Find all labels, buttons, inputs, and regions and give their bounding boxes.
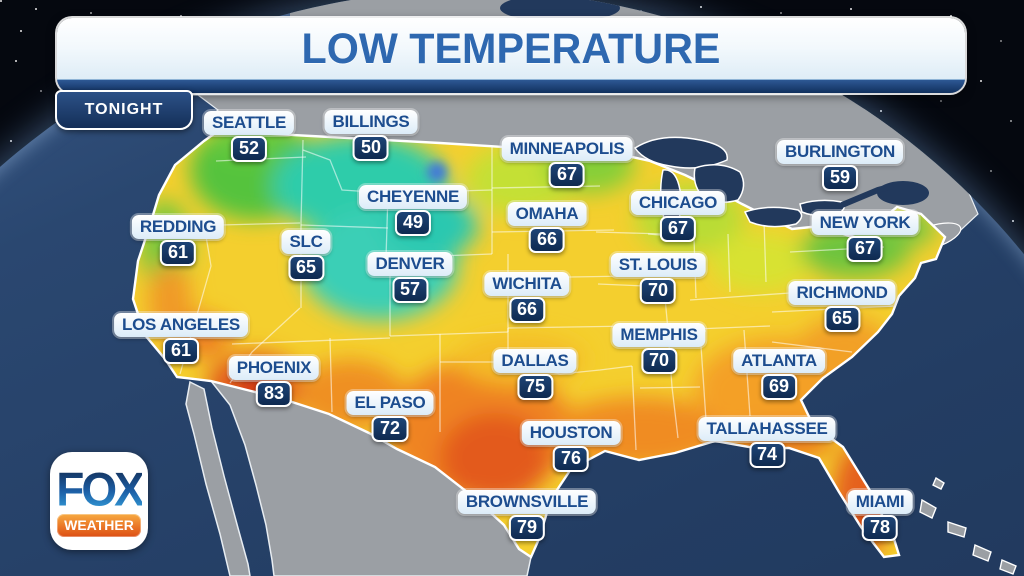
city-marker-memphis: MEMPHIS 70 bbox=[612, 323, 706, 374]
temperature-badge: 70 bbox=[640, 348, 678, 374]
fox-weather-logo: FOX WEATHER bbox=[50, 452, 148, 550]
city-marker-denver: DENVER 57 bbox=[367, 252, 453, 303]
city-name-label: TALLAHASSEE bbox=[698, 417, 836, 442]
city-marker-atlanta: ATLANTA 69 bbox=[733, 349, 825, 400]
temperature-badge: 66 bbox=[508, 297, 546, 323]
city-name-label: RICHMOND bbox=[788, 281, 896, 306]
city-name-label: SEATTLE bbox=[203, 111, 295, 136]
city-marker-wichita: WICHITA 66 bbox=[484, 272, 570, 323]
city-marker-cheyenne: CHEYENNE 49 bbox=[358, 185, 468, 236]
bahamas-islands bbox=[919, 476, 1017, 575]
city-marker-houston: HOUSTON 76 bbox=[521, 421, 621, 472]
city-marker-omaha: OMAHA 66 bbox=[507, 202, 587, 253]
city-name-label: ATLANTA bbox=[733, 349, 825, 374]
temperature-badge: 79 bbox=[508, 515, 546, 541]
temperature-badge: 49 bbox=[394, 210, 432, 236]
temperature-badge: 67 bbox=[548, 162, 586, 188]
temperature-badge: 65 bbox=[287, 255, 325, 281]
city-name-label: HOUSTON bbox=[521, 421, 621, 446]
fox-logo-text: FOX bbox=[56, 461, 145, 516]
temperature-badge: 76 bbox=[552, 446, 590, 472]
city-marker-new-york: NEW YORK 67 bbox=[811, 211, 919, 262]
city-name-label: BURLINGTON bbox=[776, 140, 904, 165]
temperature-badge: 75 bbox=[516, 374, 554, 400]
city-name-label: WICHITA bbox=[484, 272, 570, 297]
temperature-badge: 66 bbox=[528, 227, 566, 253]
temperature-badge: 72 bbox=[371, 416, 409, 442]
city-name-label: CHICAGO bbox=[630, 191, 726, 216]
page-title: LOW TEMPERATURE bbox=[301, 25, 721, 73]
city-name-label: MINNEAPOLIS bbox=[501, 137, 633, 162]
city-name-label: CHEYENNE bbox=[358, 185, 468, 210]
city-name-label: SLC bbox=[281, 230, 331, 255]
city-marker-minneapolis: MINNEAPOLIS 67 bbox=[501, 137, 633, 188]
city-marker-redding: REDDING 61 bbox=[131, 215, 225, 266]
city-marker-el-paso: EL PASO 72 bbox=[346, 391, 434, 442]
city-name-label: PHOENIX bbox=[228, 356, 320, 381]
temperature-badge: 57 bbox=[391, 277, 429, 303]
city-name-label: OMAHA bbox=[507, 202, 587, 227]
city-name-label: REDDING bbox=[131, 215, 225, 240]
city-marker-dallas: DALLAS 75 bbox=[493, 349, 577, 400]
banner-accent-strip bbox=[57, 79, 965, 93]
city-name-label: LOS ANGELES bbox=[114, 313, 248, 338]
city-marker-phoenix: PHOENIX 83 bbox=[228, 356, 320, 407]
temperature-badge: 70 bbox=[639, 278, 677, 304]
weather-logo-text: WEATHER bbox=[57, 513, 141, 537]
city-marker-billings: BILLINGS 50 bbox=[324, 110, 418, 161]
temperature-badge: 61 bbox=[162, 338, 200, 364]
city-marker-burlington: BURLINGTON 59 bbox=[776, 140, 904, 191]
starfield bbox=[0, 0, 2, 2]
city-name-label: ST. LOUIS bbox=[610, 253, 706, 278]
city-name-label: BILLINGS bbox=[324, 110, 418, 135]
temperature-badge: 67 bbox=[846, 236, 884, 262]
city-marker-los-angeles: LOS ANGELES 61 bbox=[114, 313, 248, 364]
temperature-badge: 83 bbox=[255, 381, 293, 407]
city-name-label: MIAMI bbox=[847, 490, 913, 515]
city-name-label: BROWNSVILLE bbox=[457, 490, 597, 515]
city-name-label: EL PASO bbox=[346, 391, 434, 416]
temperature-badge: 59 bbox=[821, 165, 859, 191]
tab-tonight-label: TONIGHT bbox=[84, 101, 164, 118]
temperature-badge: 52 bbox=[230, 136, 268, 162]
city-marker-tallahassee: TALLAHASSEE 74 bbox=[698, 417, 836, 468]
temperature-badge: 50 bbox=[352, 135, 390, 161]
city-marker-miami: MIAMI 78 bbox=[847, 490, 913, 541]
temperature-badge: 61 bbox=[159, 240, 197, 266]
tab-tonight: TONIGHT bbox=[55, 90, 193, 130]
city-name-label: DALLAS bbox=[493, 349, 577, 374]
temperature-badge: 67 bbox=[659, 216, 697, 242]
temperature-badge: 65 bbox=[823, 306, 861, 332]
temperature-badge: 74 bbox=[748, 442, 786, 468]
city-marker-chicago: CHICAGO 67 bbox=[630, 191, 726, 242]
city-name-label: DENVER bbox=[367, 252, 453, 277]
city-marker-brownsville: BROWNSVILLE 79 bbox=[457, 490, 597, 541]
city-marker-slc: SLC 65 bbox=[281, 230, 331, 281]
city-name-label: NEW YORK bbox=[811, 211, 919, 236]
temperature-badge: 78 bbox=[861, 515, 899, 541]
us-outline bbox=[131, 129, 947, 559]
city-marker-richmond: RICHMOND 65 bbox=[788, 281, 896, 332]
baja-california bbox=[185, 380, 251, 576]
city-marker-seattle: SEATTLE 52 bbox=[203, 111, 295, 162]
city-marker-st-louis: ST. LOUIS 70 bbox=[610, 253, 706, 304]
city-name-label: MEMPHIS bbox=[612, 323, 706, 348]
temperature-badge: 69 bbox=[760, 374, 798, 400]
title-banner: LOW TEMPERATURE bbox=[57, 18, 965, 93]
